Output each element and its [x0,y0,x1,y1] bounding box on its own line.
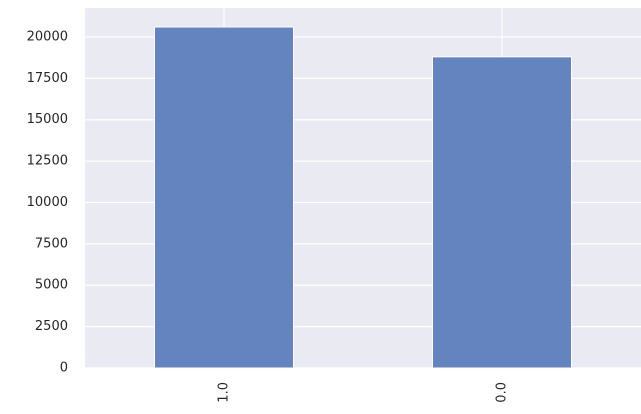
y-tick-label: 0 [60,361,68,376]
y-tick-label: 12500 [27,154,68,169]
y-tick-label: 5000 [35,278,68,293]
y-tick-label: 20000 [27,29,68,44]
y-tick-label: 2500 [35,319,68,334]
x-tick-label: 1.0 [217,382,232,403]
bar [154,26,294,369]
y-tick-label: 15000 [27,112,68,127]
y-tick-label: 7500 [35,236,68,251]
y-tick-label: 17500 [27,71,68,86]
bar [432,56,572,369]
x-tick-label: 0.0 [495,382,510,403]
y-tick-label: 10000 [27,195,68,210]
